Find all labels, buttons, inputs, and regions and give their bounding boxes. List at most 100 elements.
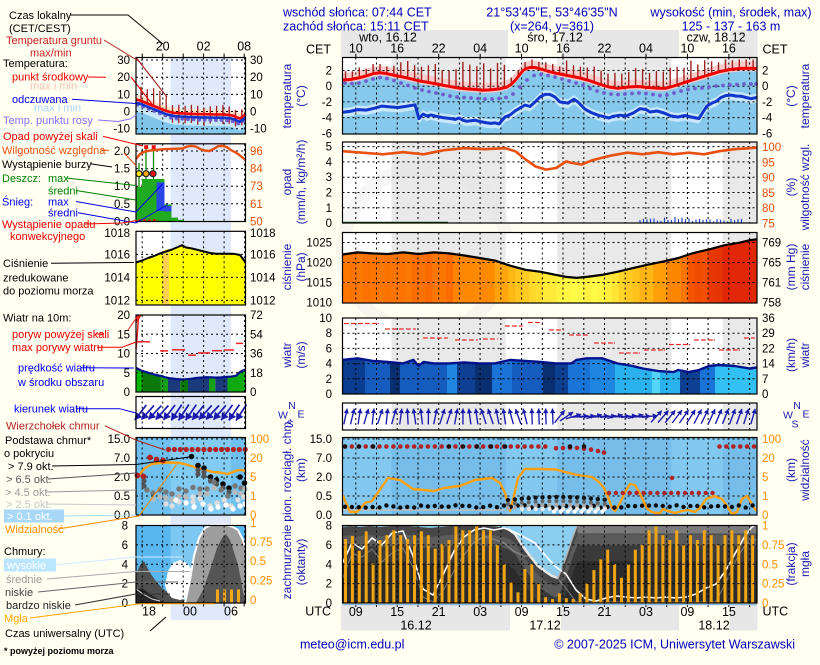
svg-text:(mm/h, kg/m²/h): (mm/h, kg/m²/h): [294, 140, 308, 225]
svg-text:-2: -2: [322, 97, 332, 109]
svg-text:1: 1: [762, 521, 768, 533]
svg-text:16.12: 16.12: [400, 618, 431, 632]
svg-text:(hPa): (hPa): [294, 252, 308, 281]
svg-text:22: 22: [432, 41, 446, 55]
svg-text:14: 14: [762, 359, 775, 371]
svg-text:0: 0: [250, 595, 256, 607]
svg-text:16: 16: [556, 41, 570, 55]
svg-text:średnie: średnie: [6, 574, 42, 586]
svg-text:1: 1: [250, 518, 256, 530]
svg-text:10: 10: [117, 89, 130, 101]
svg-text:-10: -10: [113, 124, 130, 136]
svg-text:20: 20: [250, 453, 263, 465]
svg-text:Opad powyżej skali: Opad powyżej skali: [3, 131, 98, 143]
svg-text:> 2.5 okt.: > 2.5 okt.: [6, 499, 52, 511]
svg-text:Mgła: Mgła: [4, 613, 29, 625]
svg-text:średni: średni: [48, 208, 78, 220]
svg-text:85: 85: [762, 188, 775, 200]
svg-text:do poziomu morza: do poziomu morza: [3, 285, 94, 297]
svg-text:wschód słońca: 07:44 CET: wschód słońca: 07:44 CET: [282, 5, 432, 19]
svg-text:max i min: max i min: [30, 80, 77, 92]
svg-text:36: 36: [250, 349, 263, 361]
svg-text:> 0.1 okt.: > 0.1 okt.: [7, 511, 53, 523]
svg-text:0.25: 0.25: [762, 579, 784, 591]
svg-text:6: 6: [326, 540, 332, 552]
svg-text:22: 22: [762, 343, 775, 355]
svg-text:30: 30: [117, 55, 130, 67]
svg-text:0.5: 0.5: [316, 491, 332, 503]
svg-text:7: 7: [762, 374, 768, 386]
svg-text:2.0: 2.0: [316, 472, 332, 484]
svg-text:Śnieg:: Śnieg:: [2, 195, 33, 208]
svg-text:temperatura: temperatura: [798, 63, 812, 128]
svg-text:8: 8: [326, 521, 332, 533]
svg-text:śro, 17.12: śro, 17.12: [527, 30, 583, 44]
svg-text:20: 20: [117, 72, 130, 84]
svg-text:-10: -10: [250, 124, 267, 136]
svg-text:Ciśnienie: Ciśnienie: [3, 258, 48, 270]
svg-text:10: 10: [117, 349, 130, 361]
svg-text:Temperatura gruntu: Temperatura gruntu: [6, 35, 102, 47]
svg-text:mgła: mgła: [798, 551, 812, 577]
svg-text:kierunek wiatru: kierunek wiatru: [14, 404, 88, 416]
svg-text:02: 02: [197, 39, 211, 53]
svg-text:10: 10: [515, 41, 529, 55]
svg-text:N: N: [793, 400, 801, 412]
svg-text:(oktanty): (oktanty): [294, 539, 308, 586]
svg-text:Chmury:: Chmury:: [4, 546, 46, 558]
svg-text:8: 8: [122, 521, 128, 533]
svg-text:0: 0: [762, 598, 768, 610]
svg-text:1014: 1014: [104, 272, 130, 284]
svg-text:o pokryciu: o pokryciu: [4, 448, 54, 460]
svg-text:prędkość wiatru: prędkość wiatru: [18, 363, 95, 375]
svg-text:96: 96: [250, 146, 263, 158]
svg-text:5: 5: [762, 472, 768, 484]
svg-text:wto, 16.12: wto, 16.12: [358, 30, 417, 44]
svg-text:1012: 1012: [104, 295, 130, 307]
svg-text:-2: -2: [762, 97, 772, 109]
svg-text:769: 769: [762, 238, 781, 250]
svg-text:-6: -6: [322, 128, 332, 140]
svg-text:15.0: 15.0: [310, 434, 332, 446]
svg-text:0.75: 0.75: [762, 540, 784, 552]
svg-text:1: 1: [326, 203, 332, 215]
svg-text:4: 4: [326, 559, 333, 571]
svg-text:1025: 1025: [306, 238, 332, 250]
svg-text:(frakcja): (frakcja): [784, 542, 798, 585]
svg-text:Temperatura:: Temperatura:: [3, 58, 68, 70]
svg-text:18.12: 18.12: [698, 618, 729, 632]
svg-text:> 6.5 okt.: > 6.5 okt.: [6, 474, 52, 486]
svg-text:04: 04: [473, 41, 487, 55]
svg-text:S: S: [286, 419, 293, 431]
svg-text:Wiatr na 10m:: Wiatr na 10m:: [3, 313, 71, 325]
svg-text:15: 15: [117, 329, 130, 341]
svg-text:max i min: max i min: [34, 103, 81, 115]
svg-text:-6: -6: [762, 128, 772, 140]
svg-text:CET: CET: [306, 42, 331, 56]
svg-text:wysokość (min, środek, max): wysokość (min, środek, max): [649, 5, 811, 19]
svg-text:0: 0: [124, 107, 130, 119]
svg-text:10: 10: [319, 313, 332, 325]
svg-text:niskie: niskie: [5, 587, 33, 599]
svg-text:7.0: 7.0: [316, 453, 332, 465]
svg-text:2: 2: [326, 188, 332, 200]
svg-text:0.75: 0.75: [250, 537, 272, 549]
svg-text:(°C): (°C): [784, 85, 798, 106]
svg-text:ciśnienie: ciśnienie: [280, 243, 294, 290]
svg-text:1015: 1015: [306, 278, 332, 290]
svg-text:100: 100: [250, 434, 269, 446]
svg-text:CET: CET: [763, 42, 788, 56]
svg-text:1014: 1014: [250, 272, 276, 284]
svg-text:czw, 18.12: czw, 18.12: [686, 30, 745, 44]
svg-text:(m/s): (m/s): [294, 341, 308, 368]
svg-text:1012: 1012: [250, 295, 276, 307]
svg-text:29: 29: [762, 328, 775, 340]
svg-text:22: 22: [598, 41, 612, 55]
svg-text:(°C): (°C): [294, 85, 308, 106]
svg-text:0.5: 0.5: [250, 556, 266, 568]
svg-text:2: 2: [326, 66, 332, 78]
svg-text:opad: opad: [280, 169, 294, 196]
svg-text:00: 00: [183, 604, 197, 618]
svg-text:61: 61: [250, 199, 263, 211]
svg-text:wilgotność wzgl.: wilgotność wzgl.: [798, 144, 812, 232]
